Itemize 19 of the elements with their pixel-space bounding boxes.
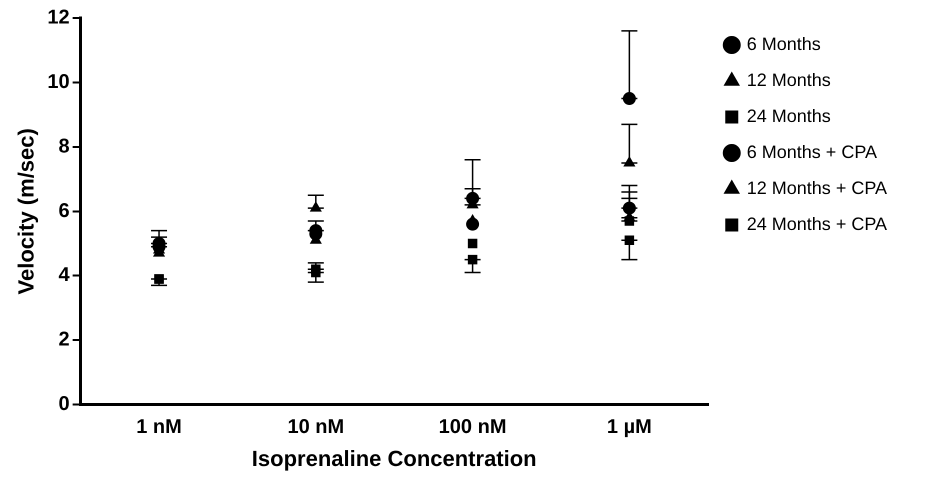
- y-tick-label: 6: [58, 200, 70, 222]
- y-tick-label: 10: [47, 70, 70, 93]
- x-axis-title: Isoprenaline Concentration: [252, 446, 537, 471]
- legend-label: 12 Months + CPA: [746, 178, 888, 198]
- legend-label: 6 Months: [746, 34, 821, 54]
- legend-label: 6 Months + CPA: [746, 142, 877, 162]
- y-tick-label: 2: [58, 328, 70, 351]
- y-tick-label: 12: [47, 6, 70, 29]
- legend-label: 24 Months + CPA: [746, 214, 888, 234]
- x-tick-label: 1 nM: [136, 416, 182, 438]
- legend-label: 24 Months: [746, 106, 831, 126]
- y-tick-label: 8: [58, 135, 70, 158]
- x-tick-label: 10 nM: [287, 416, 344, 438]
- x-tick-label: 100 nM: [438, 416, 506, 438]
- y-axis-title: Velocity (m/sec): [13, 128, 38, 294]
- y-tick-label: 4: [58, 264, 71, 286]
- x-tick-label: 1 µM: [606, 416, 652, 438]
- y-tick-label: 0: [58, 393, 70, 416]
- legend-label: 12 Months: [746, 70, 831, 90]
